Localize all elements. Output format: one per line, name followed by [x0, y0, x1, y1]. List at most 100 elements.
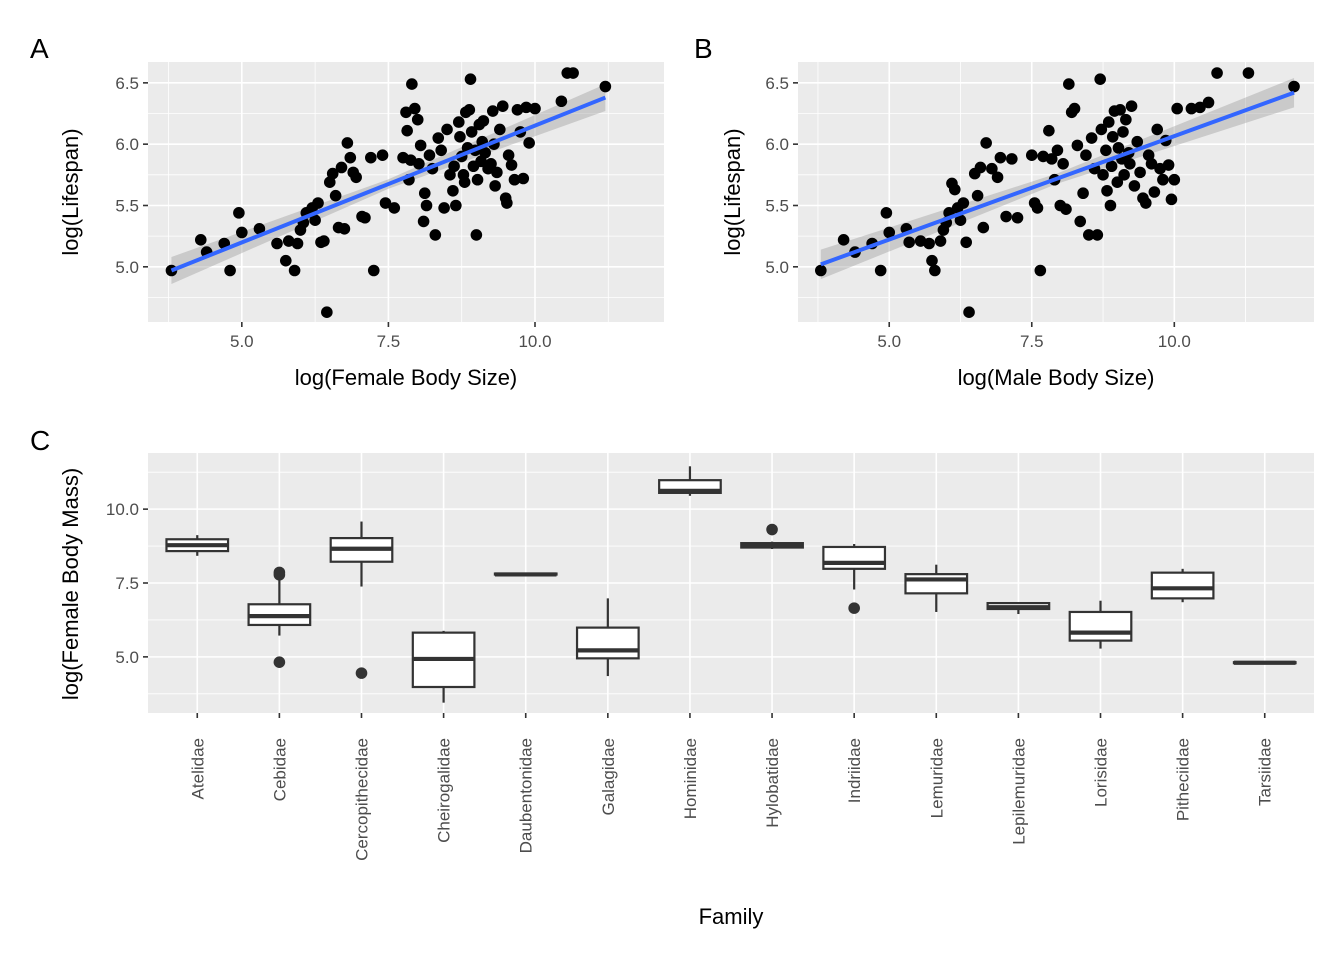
data-point [963, 306, 975, 318]
data-point [929, 264, 941, 277]
data-point [1031, 202, 1044, 214]
outlier-point [273, 656, 286, 668]
x-tick-label: Hominidae [681, 738, 700, 819]
data-point [815, 264, 827, 277]
data-point [511, 104, 524, 116]
data-point [224, 264, 236, 277]
box-lepilemuridae [986, 601, 1051, 615]
y-tick-label: 6.0 [765, 135, 789, 154]
data-point [1025, 149, 1038, 162]
data-point [464, 73, 477, 85]
data-point [365, 151, 377, 164]
data-point [1165, 193, 1178, 206]
data-point [960, 236, 972, 249]
panel-b-fit-line [820, 90, 1295, 267]
data-point [463, 104, 476, 116]
data-point [233, 207, 245, 219]
data-point [517, 172, 530, 185]
data-point [1151, 123, 1164, 136]
iqr-box [1068, 610, 1133, 642]
data-point [1071, 139, 1084, 152]
data-point [326, 167, 339, 180]
box-lorisidae [1068, 600, 1133, 649]
data-point [411, 113, 424, 126]
data-point [977, 221, 990, 234]
data-point [282, 235, 295, 247]
box-cheirogalidae [411, 630, 476, 703]
data-point [1051, 144, 1064, 157]
data-point [414, 139, 427, 152]
data-point [1104, 199, 1117, 212]
data-point [1060, 203, 1072, 215]
data-point [1006, 153, 1018, 165]
iqr-box [575, 626, 640, 660]
data-point [1145, 157, 1158, 170]
panel-c-y-axis-title: log(Female Body Mass) [58, 468, 83, 700]
data-point [1097, 169, 1109, 181]
data-point [1095, 123, 1108, 136]
data-point [994, 151, 1007, 164]
box-indriidae [822, 544, 887, 614]
data-point [350, 171, 362, 184]
box-atelidae [165, 535, 230, 556]
data-point [1131, 135, 1144, 148]
outlier-point [355, 667, 368, 679]
data-point [335, 161, 348, 174]
regression-line [170, 95, 607, 273]
data-point [454, 131, 466, 143]
data-point [329, 189, 342, 202]
panel-b-x-axis-title: log(Male Body Size) [958, 365, 1155, 390]
data-point [1125, 100, 1138, 112]
data-point [452, 116, 465, 128]
data-point [1211, 67, 1223, 79]
data-point [447, 184, 459, 197]
x-tick-label: Tarsiidae [1256, 738, 1275, 806]
box-hominidae [658, 466, 722, 496]
data-point [401, 124, 413, 137]
box-galagidae [575, 598, 640, 677]
data-point [1080, 149, 1092, 162]
data-point [880, 207, 893, 219]
panel-a-background [148, 62, 664, 322]
panel-c-axes: 5.0 7.5 10.0 Atelidae Cebidae Cercopithecidae… [106, 500, 1275, 861]
data-point [1106, 131, 1119, 143]
data-point [423, 149, 436, 162]
data-point [485, 157, 497, 170]
data-point [312, 197, 324, 209]
data-point [432, 132, 445, 144]
data-point [555, 95, 568, 108]
data-point [475, 155, 487, 168]
data-point [502, 149, 515, 162]
data-point [496, 100, 509, 112]
data-point [367, 264, 380, 277]
data-point [903, 236, 915, 249]
y-tick-label: 5.0 [115, 648, 139, 667]
data-point [1118, 169, 1130, 181]
y-tick-label: 10.0 [106, 500, 139, 519]
box-cebidae [247, 566, 312, 668]
data-point [1114, 104, 1126, 116]
data-point [417, 215, 430, 228]
data-point [341, 137, 354, 149]
data-point [194, 234, 207, 246]
x-tick-label: 5.0 [230, 332, 254, 351]
data-point [438, 202, 450, 214]
y-tick-label: 6.5 [115, 74, 139, 93]
panel-a-fit-line [170, 95, 607, 273]
data-point [1111, 176, 1124, 188]
panel-c-grid [148, 453, 1314, 713]
data-point [1148, 186, 1161, 198]
iqr-box [822, 545, 887, 570]
data-point [1000, 210, 1012, 223]
box-cercopithecidae [329, 521, 394, 679]
data-point [477, 115, 490, 127]
panel-b-grid [798, 62, 1314, 322]
panel-b-scatter: B 5.0 7.5 10.0 5.0 5.5 6.0 6.5 log(Male Body S… [694, 33, 1314, 390]
data-point [1077, 187, 1089, 200]
panel-c-boxplot: C 5.0 7.5 10.0 Atelidae Cebidae Cercopithecid… [30, 425, 1314, 929]
data-point [505, 159, 518, 171]
data-point [1011, 211, 1024, 224]
iqr-box [1150, 571, 1215, 600]
outlier-point [848, 602, 860, 614]
x-tick-label: Indriidae [845, 738, 864, 803]
